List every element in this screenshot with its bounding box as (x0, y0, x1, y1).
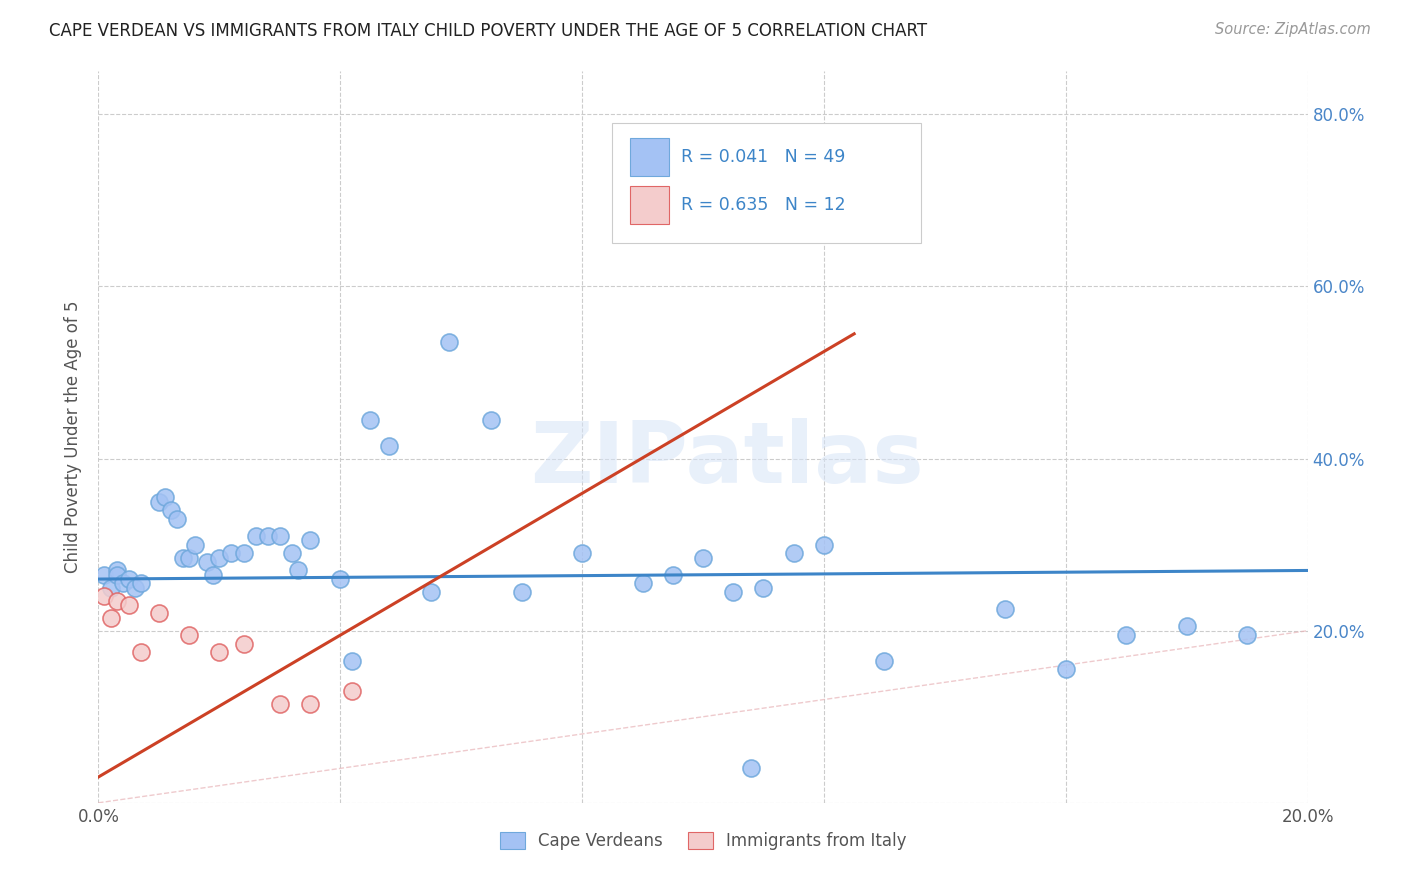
Point (1175, 619, 1198, 633)
Point (377, 439, 399, 453)
Point (129, 576, 152, 591)
Point (208, 550, 231, 565)
Point (221, 546, 243, 560)
Text: R = 0.635   N = 12: R = 0.635 N = 12 (682, 196, 846, 214)
Point (1054, 662, 1077, 676)
Point (100, 581, 122, 595)
Point (93, 567, 115, 582)
Point (202, 567, 225, 582)
Point (783, 546, 806, 560)
Point (481, 413, 503, 427)
Point (232, 637, 254, 651)
Point (172, 550, 194, 565)
Point (661, 567, 683, 582)
Point (752, 581, 775, 595)
Point (437, 335, 460, 350)
Point (105, 564, 128, 578)
Point (111, 576, 134, 591)
Point (160, 503, 183, 517)
Point (420, 585, 443, 599)
Text: ZIPatlas: ZIPatlas (530, 417, 924, 500)
Point (208, 645, 231, 659)
Point (740, 761, 762, 775)
Point (329, 572, 352, 586)
Point (299, 697, 322, 711)
Point (195, 555, 218, 569)
Point (1236, 628, 1258, 642)
Point (360, 413, 382, 427)
Point (299, 533, 322, 548)
Point (994, 602, 1017, 616)
Text: Source: ZipAtlas.com: Source: ZipAtlas.com (1215, 22, 1371, 37)
Point (232, 546, 254, 560)
Point (256, 529, 278, 543)
Point (129, 645, 152, 659)
Point (153, 491, 176, 505)
Point (93, 589, 115, 603)
Point (166, 512, 188, 526)
Point (723, 585, 745, 599)
Point (342, 684, 364, 698)
Point (342, 654, 364, 668)
Point (631, 576, 654, 591)
Point (118, 598, 141, 612)
Point (105, 593, 128, 607)
Point (813, 538, 835, 552)
Text: R = 0.041   N = 49: R = 0.041 N = 49 (682, 148, 845, 167)
Point (571, 546, 593, 560)
Point (269, 529, 291, 543)
Point (269, 697, 291, 711)
Point (692, 550, 714, 565)
Point (281, 546, 304, 560)
Point (148, 494, 170, 508)
Point (118, 572, 141, 586)
Point (179, 550, 201, 565)
FancyBboxPatch shape (613, 122, 921, 244)
Point (873, 654, 896, 668)
Point (1115, 628, 1137, 642)
Legend: Cape Verdeans, Immigrants from Italy: Cape Verdeans, Immigrants from Italy (494, 825, 912, 856)
Point (124, 581, 146, 595)
Point (148, 607, 170, 621)
Text: CAPE VERDEAN VS IMMIGRANTS FROM ITALY CHILD POVERTY UNDER THE AGE OF 5 CORRELATI: CAPE VERDEAN VS IMMIGRANTS FROM ITALY CH… (49, 22, 928, 40)
Point (184, 538, 207, 552)
Point (245, 529, 267, 543)
Point (179, 628, 201, 642)
Point (100, 611, 122, 625)
Point (510, 585, 533, 599)
FancyBboxPatch shape (630, 138, 669, 177)
Point (105, 567, 128, 582)
FancyBboxPatch shape (630, 186, 669, 224)
Point (287, 564, 309, 578)
Y-axis label: Child Poverty Under the Age of 5: Child Poverty Under the Age of 5 (65, 301, 83, 574)
